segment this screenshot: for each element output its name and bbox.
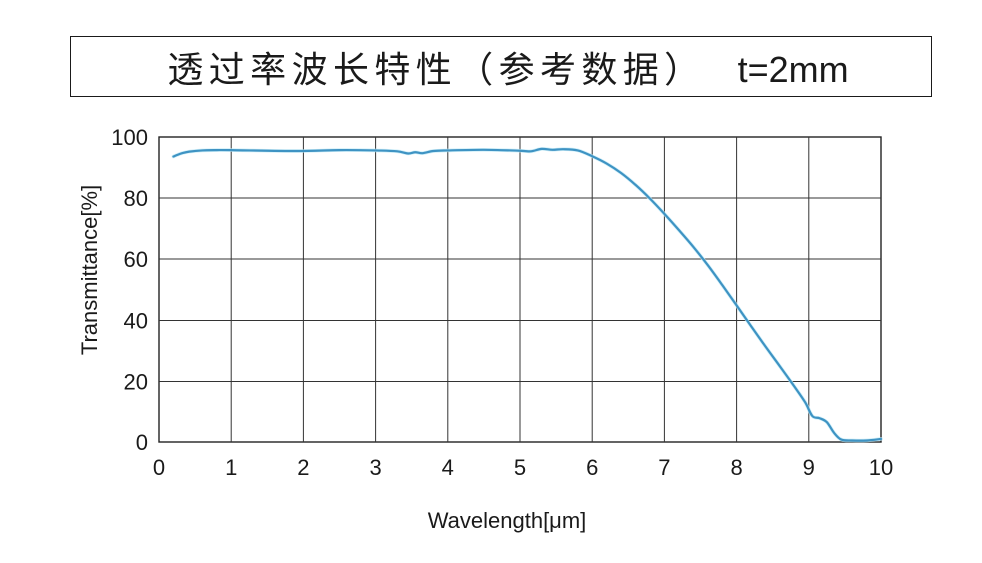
svg-text:8: 8 bbox=[730, 455, 742, 480]
svg-text:1: 1 bbox=[225, 455, 237, 480]
svg-text:9: 9 bbox=[803, 455, 815, 480]
svg-text:40: 40 bbox=[124, 309, 148, 334]
svg-text:100: 100 bbox=[111, 125, 148, 150]
svg-text:7: 7 bbox=[658, 455, 670, 480]
svg-text:0: 0 bbox=[136, 430, 148, 455]
svg-text:3: 3 bbox=[369, 455, 381, 480]
svg-text:80: 80 bbox=[124, 186, 148, 211]
svg-text:Transmittance[%]: Transmittance[%] bbox=[77, 185, 102, 355]
svg-text:4: 4 bbox=[442, 455, 454, 480]
svg-text:10: 10 bbox=[869, 455, 893, 480]
svg-text:60: 60 bbox=[124, 247, 148, 272]
svg-text:Wavelength[μm]: Wavelength[μm] bbox=[428, 508, 587, 533]
svg-text:0: 0 bbox=[153, 455, 165, 480]
svg-text:20: 20 bbox=[124, 370, 148, 395]
svg-text:5: 5 bbox=[514, 455, 526, 480]
svg-text:2: 2 bbox=[297, 455, 309, 480]
svg-text:6: 6 bbox=[586, 455, 598, 480]
